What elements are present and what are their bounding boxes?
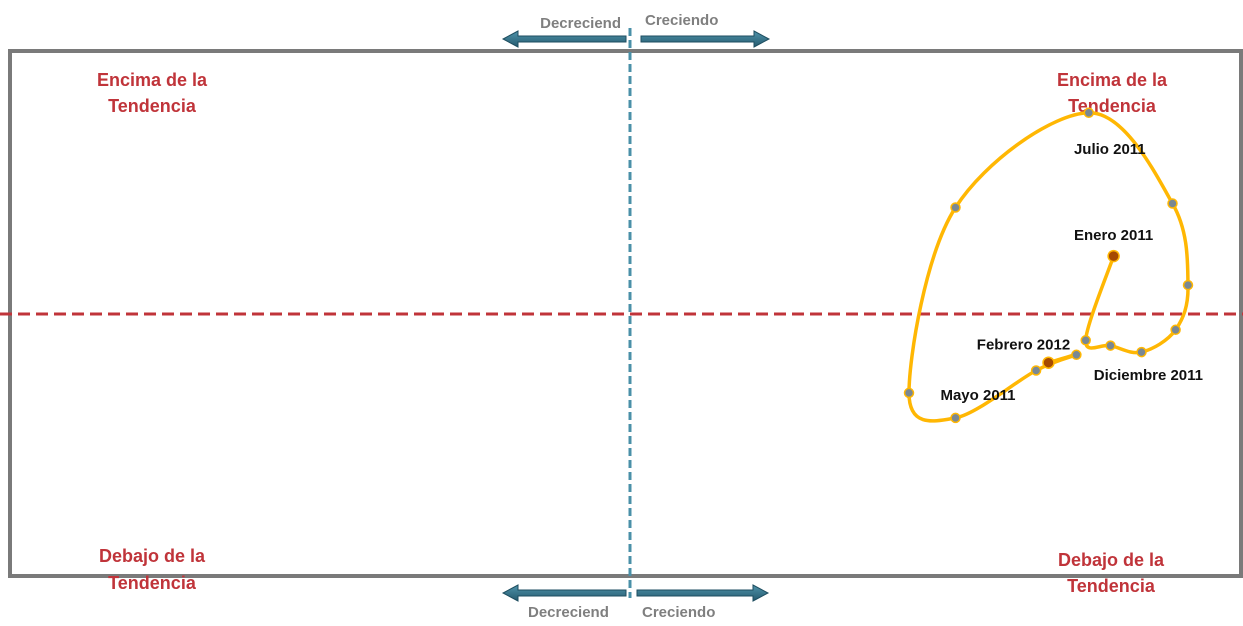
data-point [1030, 365, 1042, 376]
bottom-right-arrow-icon [636, 584, 770, 602]
quadrant-label-top-left-line2: Tendencia [108, 96, 197, 116]
data-labels-layer: Enero 2011 Julio 2011 Mayo 2011 Diciembre 2… [940, 141, 1203, 404]
chart-frame [8, 49, 1243, 578]
quadrant-label-bottom-right-line1: Debajo de la [1058, 550, 1165, 570]
top-right-arrow-icon [640, 30, 771, 48]
data-point [1083, 107, 1095, 119]
data-point-label: Enero 2011 [1074, 227, 1153, 244]
data-point-label: Julio 2011 [1074, 141, 1146, 158]
data-point [903, 387, 915, 399]
data-point-label: Mayo 2011 [940, 387, 1015, 404]
top-right-arrow-label: Creciendo [645, 12, 718, 29]
bottom-left-arrow-label: Decreciend [528, 604, 609, 621]
bottom-left-arrow-icon [501, 584, 627, 602]
data-point [1182, 279, 1194, 291]
data-points-layer [903, 107, 1194, 424]
data-point [1071, 349, 1082, 361]
data-point [1080, 335, 1091, 346]
data-point [950, 202, 961, 213]
data-point [1170, 324, 1181, 336]
highlighted-data-point [1042, 356, 1055, 369]
data-point [1105, 340, 1116, 351]
quadrant-label-top-left-line1: Encima de la [97, 70, 208, 90]
data-point [1136, 346, 1147, 358]
quadrant-label-bottom-left-line2: Tendencia [108, 573, 197, 593]
quadrant-label-top-right-line1: Encima de la [1057, 70, 1168, 90]
highlighted-data-point [1107, 249, 1120, 263]
bottom-right-arrow-label: Creciendo [642, 604, 715, 621]
quadrant-label-bottom-right-line2: Tendencia [1067, 576, 1156, 596]
data-point-label: Febrero 2012 [977, 337, 1070, 354]
quadrant-label-bottom-left-line1: Debajo de la [99, 546, 206, 566]
data-point-label: Diciembre 2011 [1094, 367, 1203, 384]
data-point [950, 412, 961, 424]
data-point [1167, 198, 1178, 209]
top-left-arrow-label: Decreciend [540, 15, 621, 32]
top-left-arrow-icon [501, 30, 627, 48]
